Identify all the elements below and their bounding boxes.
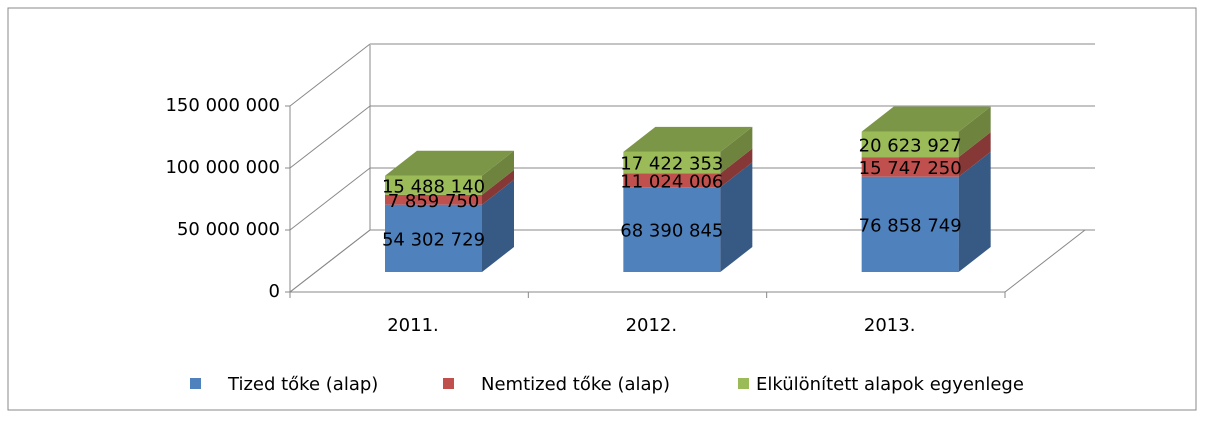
bar-side [482,169,514,205]
bar-top [385,150,514,176]
grid-line [289,105,371,169]
chart-border [7,7,1197,411]
x-tick-label: 2011. [387,315,439,336]
legend-label: Elkülönített alapok egyenlege [756,374,1024,395]
bar-side [958,151,991,272]
bar-side [720,126,753,174]
data-label: 68 390 845 [620,221,723,242]
bar-front [385,194,482,205]
bar-top [623,126,753,152]
bar-side [720,162,753,272]
bar-side [958,106,991,158]
bar-front [623,151,721,174]
legend-swatch [190,378,201,389]
bar-front [623,173,721,188]
legend-swatch [738,378,749,389]
bar-top [861,106,991,132]
x-tick-label: 2012. [626,315,678,336]
bar-front [385,175,482,195]
x-tick-label: 2013. [864,315,916,336]
y-tick-label: 50 000 000 [177,219,280,240]
bar-front [861,157,959,177]
y-tick-label: 150 000 000 [165,95,280,116]
data-label: 76 858 749 [859,215,962,236]
data-label: 15 488 140 [382,176,485,197]
data-label: 15 747 250 [859,158,962,179]
bar-side [720,148,753,188]
legend-label: Nemtized tőke (alap) [481,374,670,395]
grid-line [289,167,371,231]
data-label: 54 302 729 [382,229,485,250]
bar-side [482,179,514,272]
data-label: 20 623 927 [859,135,962,156]
legend-swatch [443,378,454,389]
grid-line [289,229,371,293]
bar-side [482,150,514,195]
bar-front [861,176,959,272]
data-label: 11 024 006 [620,171,723,192]
bar-front [623,187,721,272]
data-label: 17 422 353 [620,154,723,175]
y-tick-label: 0 [269,281,280,302]
data-label: 7 859 750 [388,191,480,212]
bar-front [861,131,959,158]
bar-side [958,132,991,177]
bar-front [385,204,482,272]
y-tick-label: 100 000 000 [165,157,280,178]
grid-line [289,43,371,107]
legend-label: Tized tőke (alap) [227,374,378,395]
